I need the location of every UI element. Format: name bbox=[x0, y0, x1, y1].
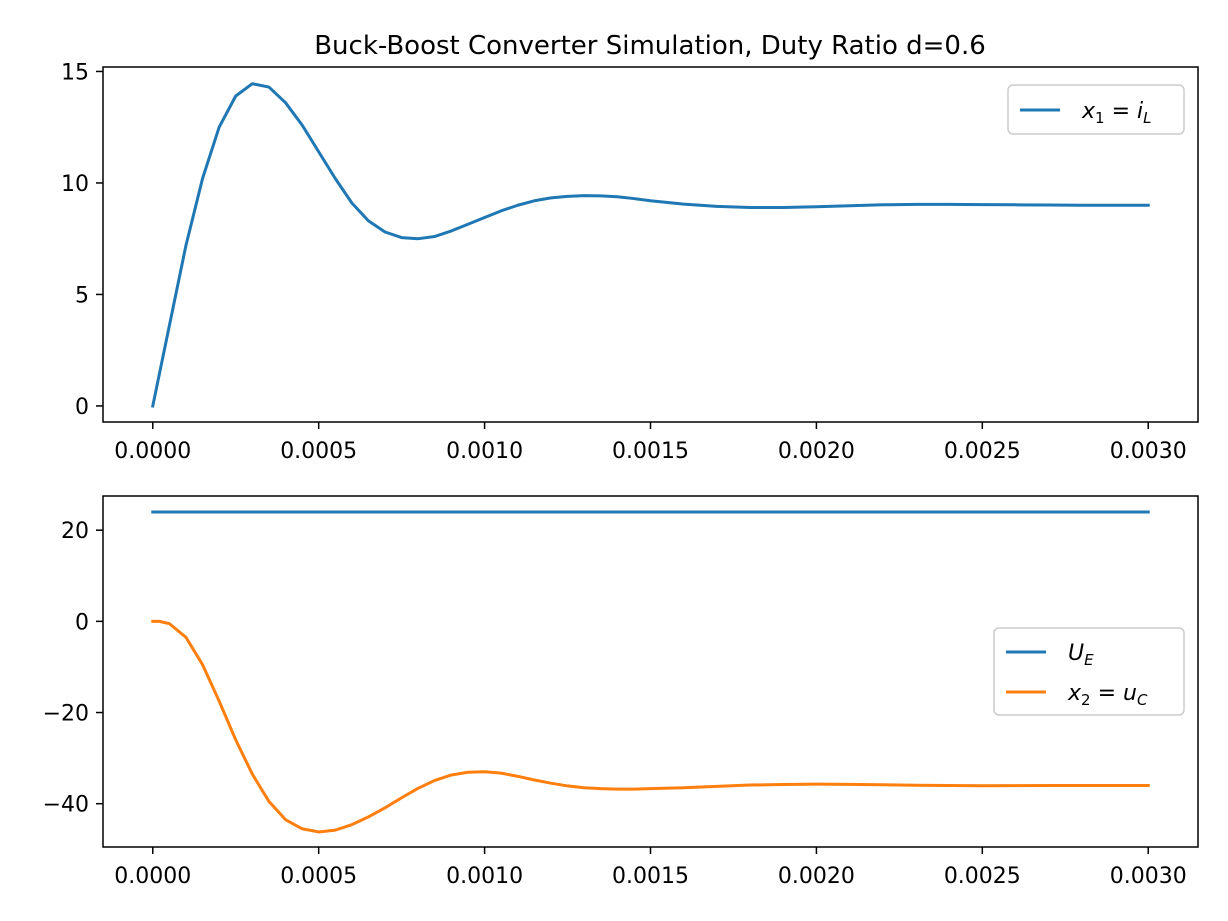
legend-1: UE x2 = uC bbox=[993, 627, 1185, 716]
legend-0: x1 = iL bbox=[1007, 84, 1185, 135]
legend-label: x2 = uC bbox=[1067, 681, 1148, 709]
x-tick-label: 0.0005 bbox=[280, 439, 357, 464]
y-tick-label: 20 bbox=[61, 519, 89, 544]
legend-box bbox=[1007, 84, 1185, 135]
x-tick-label: 0.0025 bbox=[944, 439, 1021, 464]
x-tick-label: 0.0030 bbox=[1110, 439, 1187, 464]
y-tick-label: 5 bbox=[75, 283, 89, 308]
y-tick-label: 10 bbox=[61, 172, 89, 197]
y-tick-label: 15 bbox=[61, 60, 89, 85]
x-tick-label: 0.0030 bbox=[1110, 864, 1187, 889]
top-subplot-current: 0.0000 0.0005 0.0010 0.0015 0.0020 0.0025 0.00… bbox=[61, 60, 1199, 464]
y-tick-label: 0 bbox=[75, 395, 89, 420]
series-line-1-1 bbox=[151, 619, 1150, 834]
legend-label: UE bbox=[1068, 641, 1094, 669]
x-tick-label: 0.0000 bbox=[114, 864, 191, 889]
y-tick-label: −40 bbox=[43, 793, 89, 818]
x-tick-label: 0.0010 bbox=[446, 439, 523, 464]
x-tick-label: 0.0020 bbox=[778, 439, 855, 464]
x-tick-label: 0.0015 bbox=[612, 439, 689, 464]
x-tick-label: 0.0020 bbox=[778, 864, 855, 889]
x-tick-label: 0.0010 bbox=[446, 864, 523, 889]
x-tick-label: 0.0005 bbox=[280, 864, 357, 889]
x-tick-label: 0.0015 bbox=[612, 864, 689, 889]
chart-title: Buck-Boost Converter Simulation, Duty Ra… bbox=[314, 31, 986, 61]
bottom-subplot-voltage: 0.0000 0.0005 0.0010 0.0015 0.0020 0.0025 0.00… bbox=[43, 495, 1199, 889]
legend-label: x1 = iL bbox=[1081, 99, 1151, 127]
x-tick-label: 0.0000 bbox=[114, 439, 191, 464]
x-tick-label: 0.0025 bbox=[944, 864, 1021, 889]
series-line-0-0 bbox=[150, 82, 1150, 408]
y-tick-label: 0 bbox=[75, 610, 89, 635]
y-tick-label: −20 bbox=[43, 702, 89, 727]
